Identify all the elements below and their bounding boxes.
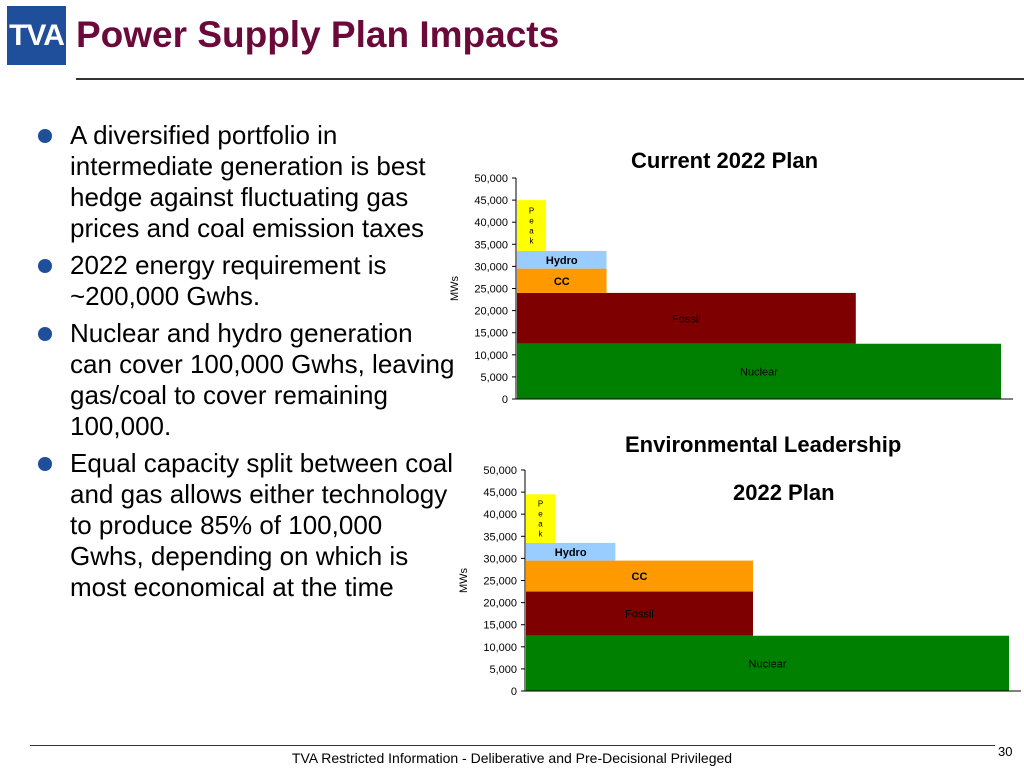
bullet-list: A diversified portfolio in intermediate … <box>38 120 458 609</box>
chart2-y-tick-label: 40,000 <box>483 509 517 521</box>
bullet-dot-icon <box>38 259 52 273</box>
chart2-y-tick-label: 5,000 <box>489 664 517 676</box>
bullet-dot-icon <box>38 327 52 341</box>
chart1-label-peak-letter: P <box>529 207 534 216</box>
chart2-bar-fossil <box>526 591 754 636</box>
chart1-y-tick-label: 50,000 <box>474 173 508 185</box>
chart1-y-tick-label: 35,000 <box>474 239 508 251</box>
slide-title: Power Supply Plan Impacts <box>76 14 560 55</box>
chart2-y-tick-label: 0 <box>511 686 517 698</box>
chart2-y-axis-label: MWs <box>458 567 470 593</box>
chart1-y-tick-label: 45,000 <box>474 195 508 207</box>
chart2-bar-nuclear <box>526 635 1009 691</box>
chart1-y-axis-label: MWs <box>449 275 461 301</box>
chart1-title: Current 2022 Plan <box>631 148 819 173</box>
chart1-y-tick-label: 25,000 <box>474 284 508 296</box>
bullet-item: Equal capacity split between coal and ga… <box>38 448 458 603</box>
chart1-bar-nuclear <box>517 343 1001 399</box>
chart1-label-peak-letter: e <box>529 217 534 226</box>
bullet-text: Nuclear and hydro generation can cover 1… <box>70 318 455 441</box>
chart2-y-tick-label: 45,000 <box>483 487 517 499</box>
chart1-y-tick-label: 10,000 <box>474 350 508 362</box>
chart1-label-hydro: Hydro <box>546 255 578 267</box>
chart2-y-tick-label: 20,000 <box>483 598 517 610</box>
chart2-label-hydro: Hydro <box>555 547 587 559</box>
footer-divider <box>30 745 995 746</box>
title-divider <box>76 78 1024 80</box>
bullet-dot-icon <box>38 457 52 471</box>
chart1-y-tick-label: 40,000 <box>474 217 508 229</box>
chart2-title: Environmental Leadership <box>625 432 902 457</box>
chart2-bar-peak <box>526 494 555 543</box>
chart1-bar-hydro <box>517 250 607 269</box>
chart2-label-peak-letter: k <box>538 530 543 539</box>
chart2-bar-hydro <box>526 542 616 561</box>
chart2-label-cc: CC <box>632 571 648 583</box>
chart2-y-tick-label: 25,000 <box>483 576 517 588</box>
chart2-label-peak-letter: a <box>538 520 543 529</box>
chart2-y-tick-label: 35,000 <box>483 531 517 543</box>
chart2-y-tick-label: 30,000 <box>483 553 517 565</box>
chart1-bar-fossil <box>517 292 856 344</box>
chart2-bar-cc <box>526 560 754 592</box>
chart1-label-fossil: Fossil <box>672 313 701 325</box>
bullet-item: Nuclear and hydro generation can cover 1… <box>38 318 458 442</box>
bullet-text: 2022 energy requirement is ~200,000 Gwhs… <box>70 250 387 311</box>
bullet-dot-icon <box>38 129 52 143</box>
chart1-label-nuclear: Nuclear <box>740 366 778 378</box>
chart2-y-tick-label: 10,000 <box>483 642 517 654</box>
chart2-subtitle: 2022 Plan <box>733 480 835 505</box>
bullet-item: 2022 energy requirement is ~200,000 Gwhs… <box>38 250 458 312</box>
tva-logo: TVA <box>7 6 66 65</box>
chart2-label-fossil: Fossil <box>625 609 654 621</box>
chart2-label-nuclear: Nuclear <box>749 658 787 670</box>
chart1-y-tick-label: 20,000 <box>474 306 508 318</box>
bullet-item: A diversified portfolio in intermediate … <box>38 120 458 244</box>
chart2-y-tick-label: 50,000 <box>483 465 517 477</box>
chart1-label-cc: CC <box>554 276 570 288</box>
chart2-label-peak-letter: P <box>538 500 543 509</box>
chart1-y-tick-label: 5,000 <box>480 372 508 384</box>
chart1-label-peak-letter: a <box>529 227 534 236</box>
chart1-label-peak-letter: k <box>530 237 535 246</box>
chart1-bar-peak <box>517 200 547 251</box>
page-number: 30 <box>998 744 1013 759</box>
chart2-y-tick-label: 15,000 <box>483 620 517 632</box>
chart1-y-tick-label: 15,000 <box>474 328 508 340</box>
bullet-text: A diversified portfolio in intermediate … <box>70 120 426 243</box>
bullet-text: Equal capacity split between coal and ga… <box>70 448 454 602</box>
chart1-bar-cc <box>517 268 607 293</box>
chart1-y-tick-label: 0 <box>502 394 508 406</box>
footer-text: TVA Restricted Information - Deliberativ… <box>291 750 733 766</box>
chart2-label-peak-letter: e <box>538 510 543 519</box>
chart1-y-tick-label: 30,000 <box>474 261 508 273</box>
